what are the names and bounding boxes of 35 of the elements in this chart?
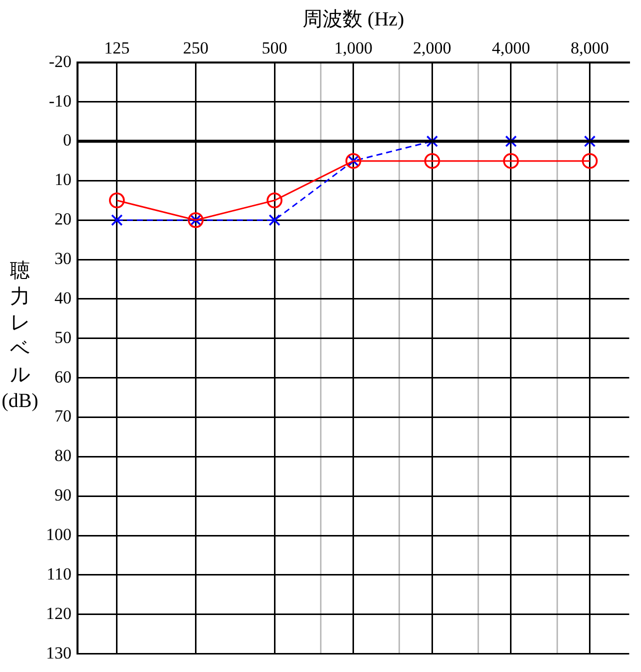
x-tick-label: 125: [104, 38, 130, 58]
x-tick-label: 2,000: [413, 38, 452, 58]
x-axis-title: 周波数 (Hz): [302, 8, 404, 30]
y-tick-label: 120: [46, 604, 72, 623]
y-tick-label: 100: [46, 524, 72, 544]
y-tick-label: -20: [48, 52, 72, 71]
point: [426, 135, 438, 148]
y-tick-label: 40: [54, 288, 72, 308]
y-tick-label: 60: [54, 367, 72, 386]
y-tick-label: 130: [46, 643, 72, 662]
point: [584, 135, 596, 148]
point: [268, 214, 280, 226]
point: [111, 214, 123, 226]
x-tick-label: 500: [262, 38, 288, 58]
point: [424, 153, 440, 169]
y-tick-label: 110: [46, 564, 72, 584]
y-tick-label: 10: [54, 170, 72, 190]
point: [505, 135, 517, 148]
point: [503, 153, 519, 169]
point: [266, 192, 282, 208]
y-tick-label: 80: [54, 446, 72, 466]
point: [108, 192, 125, 208]
y-axis-title: 聴力レベル (dB): [2, 259, 38, 414]
x-tick-label: 4,000: [492, 38, 530, 58]
y-tick-label: 70: [54, 406, 72, 426]
y-tick-label: 0: [63, 130, 72, 150]
y-tick-label: 90: [54, 486, 72, 505]
y-tick-label: 50: [54, 328, 72, 347]
y-tick-label: -10: [48, 91, 72, 110]
y-tick-label: 20: [54, 210, 72, 229]
x-tick-label: 8,000: [570, 38, 609, 58]
y-tick-label: 30: [54, 249, 72, 268]
x-tick-label: 1,000: [334, 38, 372, 58]
x-tick-label: 250: [182, 38, 208, 58]
point: [582, 153, 598, 169]
